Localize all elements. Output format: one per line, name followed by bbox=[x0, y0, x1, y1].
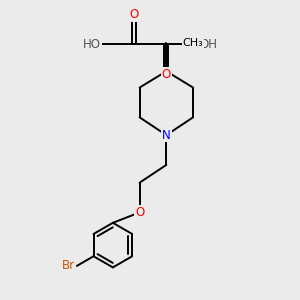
Text: N: N bbox=[162, 129, 171, 142]
Text: O: O bbox=[129, 8, 138, 21]
Text: O: O bbox=[162, 68, 171, 81]
Text: HO: HO bbox=[83, 38, 101, 51]
Text: CH₃: CH₃ bbox=[183, 38, 203, 48]
Text: Br: Br bbox=[62, 260, 75, 272]
Text: OH: OH bbox=[199, 38, 217, 51]
Text: O: O bbox=[135, 206, 144, 219]
